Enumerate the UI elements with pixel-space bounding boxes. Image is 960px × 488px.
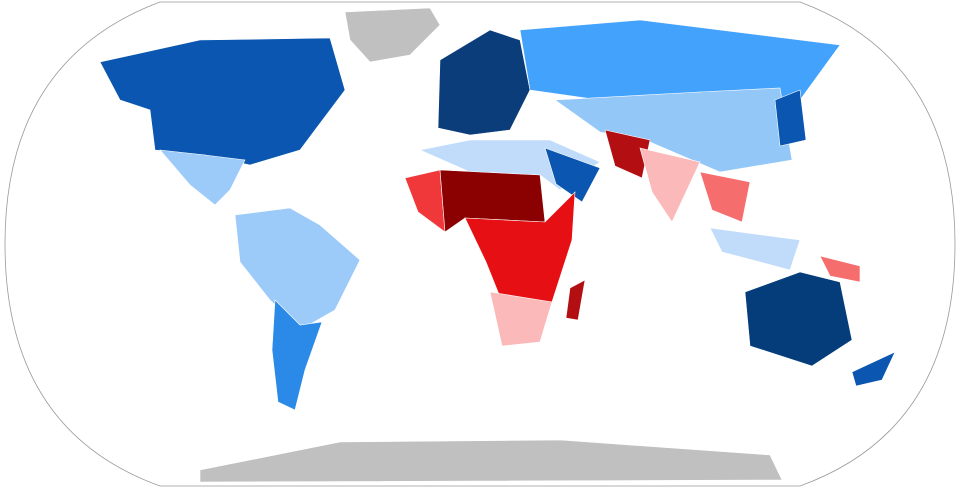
madagascar <box>565 279 586 321</box>
europe <box>437 29 531 136</box>
central-africa <box>464 191 576 303</box>
central-america <box>159 149 246 206</box>
greenland <box>344 7 441 63</box>
southern-africa <box>489 291 553 347</box>
india <box>639 147 701 223</box>
antarctica <box>199 439 783 483</box>
arabia <box>544 147 601 203</box>
southern-cone <box>271 299 323 411</box>
papua-new-guinea <box>819 255 861 283</box>
australia <box>744 271 853 367</box>
north-america <box>99 37 346 166</box>
south-america <box>234 207 361 331</box>
new-zealand <box>851 351 896 387</box>
japan <box>774 89 807 147</box>
countries <box>99 7 896 483</box>
pakistan <box>604 129 651 179</box>
indonesia <box>709 227 801 271</box>
southeast-asia <box>699 171 751 223</box>
